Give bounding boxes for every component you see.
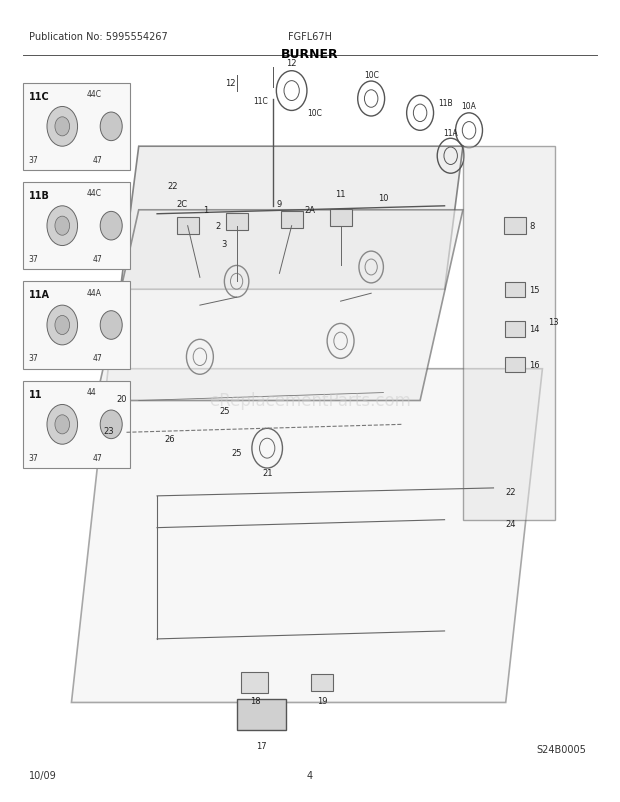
Text: 37: 37 <box>29 453 38 462</box>
Text: 26: 26 <box>164 435 175 444</box>
Text: 11B: 11B <box>438 99 453 107</box>
Text: 37: 37 <box>29 354 38 363</box>
Text: 47: 47 <box>93 453 102 462</box>
Polygon shape <box>120 147 463 290</box>
Text: 2C: 2C <box>176 200 187 209</box>
Circle shape <box>100 113 122 141</box>
Text: FGFL67H: FGFL67H <box>288 32 332 42</box>
Circle shape <box>55 118 69 136</box>
Text: 12: 12 <box>225 79 236 88</box>
Text: 11C: 11C <box>254 96 268 106</box>
Bar <box>505 322 525 337</box>
Bar <box>504 218 526 235</box>
Text: 22: 22 <box>167 182 177 191</box>
Text: 47: 47 <box>93 354 102 363</box>
FancyBboxPatch shape <box>22 282 130 369</box>
Bar <box>311 674 333 691</box>
Text: 10A: 10A <box>462 103 477 111</box>
Text: 25: 25 <box>219 406 229 415</box>
Circle shape <box>55 415 69 435</box>
Text: 20: 20 <box>116 395 126 404</box>
Circle shape <box>47 306 78 346</box>
Text: 4: 4 <box>307 771 313 780</box>
Text: 10C: 10C <box>308 109 322 118</box>
Circle shape <box>100 411 122 439</box>
Text: 10C: 10C <box>364 71 379 79</box>
Text: 1: 1 <box>203 206 209 215</box>
Bar <box>226 214 247 231</box>
Text: 11A: 11A <box>443 128 458 137</box>
Polygon shape <box>71 369 542 703</box>
Text: 18: 18 <box>250 696 260 705</box>
Text: 44A: 44A <box>87 288 102 298</box>
Text: 11A: 11A <box>29 290 50 300</box>
Bar <box>237 699 286 731</box>
Text: S24B0005: S24B0005 <box>536 744 586 754</box>
Circle shape <box>47 207 78 246</box>
Bar <box>505 282 525 298</box>
Text: 22: 22 <box>506 488 516 496</box>
FancyBboxPatch shape <box>22 83 130 171</box>
FancyBboxPatch shape <box>22 381 130 468</box>
Text: Publication No: 5995554267: Publication No: 5995554267 <box>29 32 167 42</box>
Text: eReplacementParts.com: eReplacementParts.com <box>209 392 411 410</box>
Text: 25: 25 <box>231 448 242 457</box>
Text: 8: 8 <box>529 222 534 231</box>
FancyBboxPatch shape <box>22 183 130 270</box>
Text: 24: 24 <box>506 520 516 529</box>
Circle shape <box>47 405 78 444</box>
Text: 37: 37 <box>29 156 38 164</box>
Text: 37: 37 <box>29 255 38 264</box>
Circle shape <box>55 217 69 236</box>
Polygon shape <box>96 210 463 401</box>
Text: 11B: 11B <box>29 191 50 200</box>
Text: 21: 21 <box>262 468 272 477</box>
Text: 44: 44 <box>87 387 97 396</box>
Text: 11: 11 <box>29 389 42 399</box>
Text: 13: 13 <box>549 317 559 326</box>
Text: 19: 19 <box>317 696 327 705</box>
Text: 14: 14 <box>529 325 539 334</box>
Text: 47: 47 <box>93 255 102 264</box>
Bar <box>177 218 198 235</box>
Text: 44C: 44C <box>87 90 102 99</box>
Circle shape <box>55 316 69 335</box>
Text: 16: 16 <box>529 361 539 370</box>
Text: 9: 9 <box>277 200 282 209</box>
Text: 12: 12 <box>286 59 297 67</box>
Text: 11C: 11C <box>29 91 50 102</box>
Polygon shape <box>463 147 555 520</box>
Text: 17: 17 <box>256 741 267 750</box>
Bar <box>330 210 352 227</box>
Bar <box>505 358 525 373</box>
Text: 10/09: 10/09 <box>29 771 56 780</box>
Text: 44C: 44C <box>87 189 102 198</box>
Text: 47: 47 <box>93 156 102 164</box>
Circle shape <box>100 212 122 241</box>
Text: BURNER: BURNER <box>281 48 339 61</box>
Text: 10: 10 <box>378 194 389 203</box>
Circle shape <box>47 107 78 147</box>
Text: 11: 11 <box>335 190 346 199</box>
Text: 2A: 2A <box>304 206 316 215</box>
Text: 15: 15 <box>529 286 539 294</box>
Bar <box>281 212 303 229</box>
Circle shape <box>100 311 122 340</box>
Text: 23: 23 <box>104 427 114 435</box>
Text: 3: 3 <box>222 239 227 249</box>
Bar <box>242 672 268 693</box>
Text: 2: 2 <box>216 222 221 231</box>
